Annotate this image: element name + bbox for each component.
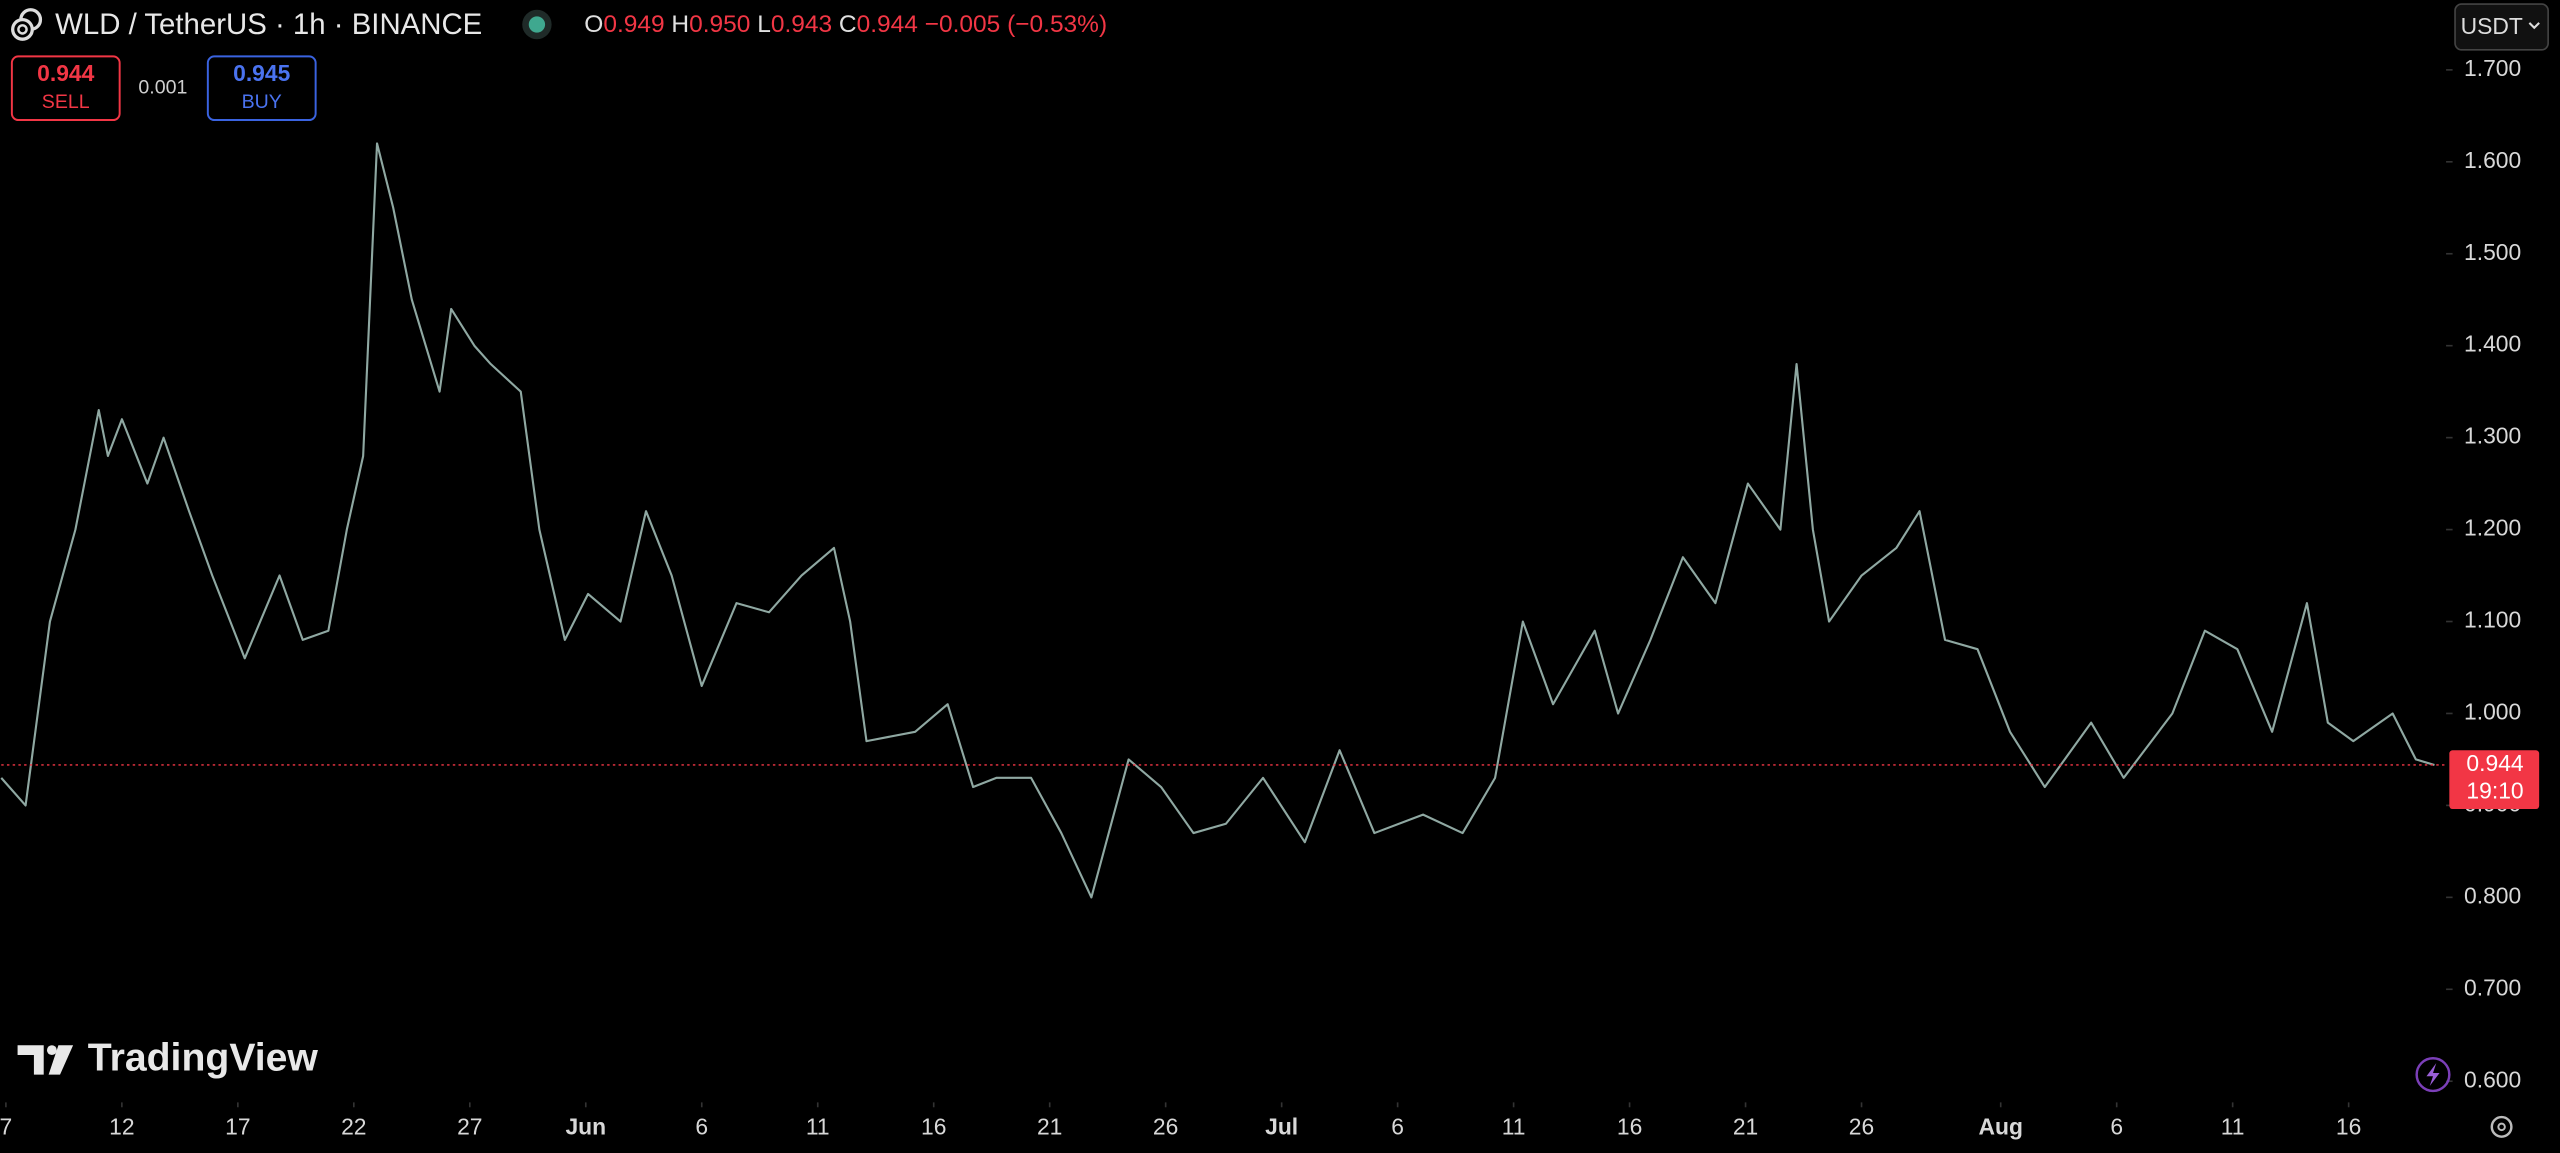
ohlc-value: 0.950 (689, 12, 750, 39)
ohlc: O0.949 H0.950 L0.943 C0.944 −0.005 (−0.5… (584, 12, 1107, 39)
x-tick-label: 11 (806, 1114, 830, 1140)
x-tick-label: Aug (1978, 1114, 2022, 1140)
buy-button[interactable]: 0.945 BUY (206, 55, 317, 122)
x-tick-label: 22 (341, 1114, 366, 1140)
x-tick-label: 26 (1849, 1114, 1874, 1140)
buy-price: 0.945 (233, 60, 290, 86)
ohlc-value: 0.944 (857, 12, 918, 39)
x-tick-label: 17 (225, 1114, 250, 1140)
x-tick-label: 6 (2110, 1114, 2123, 1140)
y-tick-label: 1.100 (2464, 607, 2521, 633)
spread: 0.001 (138, 76, 187, 98)
sell-label: SELL (42, 91, 90, 113)
ohlc-change: −0.005 (−0.53%) (925, 12, 1107, 39)
symbol-icon (11, 8, 43, 41)
y-tick-label: 0.700 (2464, 974, 2521, 1000)
sell-price: 0.944 (37, 60, 94, 86)
current-price-label: 0.944 (2466, 750, 2523, 776)
y-tick-label: 0.600 (2464, 1066, 2521, 1092)
currency-label: USDT (2461, 13, 2523, 39)
symbol-title: WLD / TetherUS · 1h · BINANCE (55, 8, 482, 41)
buy-label: BUY (242, 91, 282, 113)
y-tick-label: 1.600 (2464, 147, 2521, 173)
alert-button[interactable] (2415, 1057, 2451, 1093)
x-tick-label: 7 (0, 1114, 12, 1140)
x-tick-label: 6 (1391, 1114, 1404, 1140)
y-tick-label: 1.500 (2464, 239, 2521, 265)
x-tick-label: 6 (695, 1114, 708, 1140)
x-tick-label: 21 (1037, 1114, 1062, 1140)
x-tick-label: 16 (921, 1114, 946, 1140)
ohlc-key: O (584, 12, 603, 39)
y-tick-label: 1.400 (2464, 331, 2521, 357)
x-tick-label: 26 (1153, 1114, 1178, 1140)
countdown-label: 19:10 (2466, 778, 2523, 804)
x-tick-label: 12 (109, 1114, 134, 1140)
settings-button[interactable] (2490, 1115, 2513, 1138)
currency-dropdown[interactable]: USDT (2454, 3, 2549, 51)
price-line (0, 142, 2435, 899)
brand-name: TradingView (88, 1036, 319, 1079)
status-dot (528, 16, 546, 33)
plot-area: 0.6000.7000.8000.9001.0001.1001.2001.300… (0, 55, 2521, 1140)
ohlc-value: 0.949 (603, 12, 664, 39)
y-tick-label: 1.300 (2464, 423, 2521, 449)
brand-logo: TradingView (17, 1036, 319, 1079)
sell-button[interactable]: 0.944 SELL (10, 55, 121, 122)
y-tick-label: 1.200 (2464, 515, 2521, 541)
ohlc-value: 0.943 (771, 12, 832, 39)
x-tick-label: Jul (1265, 1114, 1298, 1140)
y-tick-label: 0.800 (2464, 882, 2521, 908)
ohlc-key: C (839, 12, 857, 39)
x-tick-label: 11 (2221, 1114, 2245, 1140)
x-tick-label: 21 (1733, 1114, 1758, 1140)
x-tick-label: 11 (1502, 1114, 1526, 1140)
x-tick-label: 27 (457, 1114, 482, 1140)
y-tick-label: 1.700 (2464, 55, 2521, 81)
ohlc-key: H (671, 12, 689, 39)
current-price-badge (2449, 750, 2540, 810)
x-tick-label: 16 (1617, 1114, 1642, 1140)
ohlc-key: L (757, 12, 771, 39)
x-tick-label: Jun (565, 1114, 606, 1140)
y-tick-label: 1.000 (2464, 698, 2521, 724)
x-tick-label: 16 (2336, 1114, 2361, 1140)
